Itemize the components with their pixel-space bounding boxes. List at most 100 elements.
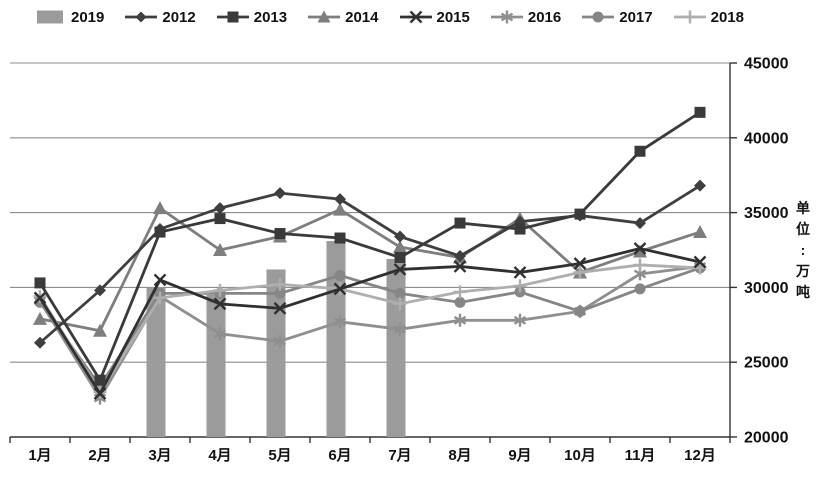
svg-text:吨: 吨 — [796, 284, 810, 300]
plus-marker — [213, 283, 227, 297]
legend-label: 2015 — [436, 8, 470, 26]
x-marker — [153, 273, 167, 287]
plus-marker — [153, 291, 167, 305]
svg-text:位: 位 — [796, 221, 810, 237]
x-marker — [93, 387, 107, 400]
asterisk-marker — [273, 334, 287, 348]
x-marker — [693, 255, 707, 269]
y-tick-label: 40000 — [744, 130, 789, 147]
triangle-marker — [333, 202, 347, 216]
x-tick-label-9: 9月 — [508, 447, 531, 464]
x-tick-label-12: 12月 — [684, 447, 716, 464]
y-tick-label: 20000 — [744, 430, 789, 447]
x-marker — [633, 242, 647, 255]
x-marker — [273, 301, 287, 315]
plus-marker — [683, 10, 697, 24]
unit-label: 单位: 万吨 — [795, 200, 810, 300]
x-marker — [393, 263, 407, 276]
triangle-marker — [633, 244, 647, 258]
legend-item-2019: 2019 — [32, 8, 104, 26]
gridlines — [10, 62, 730, 438]
triangle-marker — [693, 225, 707, 239]
asterisk-marker — [213, 327, 227, 341]
x-legend-swatch — [399, 10, 432, 24]
square-marker — [227, 11, 239, 23]
square-legend-swatch — [216, 11, 249, 23]
triangle-marker — [93, 323, 107, 337]
diamond-marker — [454, 249, 466, 262]
plus-legend-swatch — [673, 10, 706, 24]
x-marker — [333, 282, 347, 296]
square-marker — [214, 213, 226, 225]
legend-item-2018: 2018 — [672, 8, 744, 26]
square-marker — [274, 228, 286, 240]
x-tick-label-11: 11月 — [625, 447, 656, 464]
asterisk-marker — [453, 313, 467, 327]
diamond-legend-swatch — [125, 11, 158, 23]
x-tick-label-1: 1月 — [28, 447, 51, 464]
legend-item-2017: 2017 — [580, 8, 653, 26]
legend-label: 2019 — [71, 8, 105, 26]
plus-marker — [273, 277, 287, 291]
x-marker — [573, 257, 587, 270]
plus-marker — [453, 285, 467, 299]
square-marker — [694, 106, 706, 118]
legend-label: 2018 — [710, 8, 744, 26]
square-marker — [334, 232, 346, 244]
triangle-marker — [153, 201, 167, 215]
circle-marker — [592, 11, 604, 23]
axes — [9, 62, 737, 443]
bar-2019-4月 — [206, 294, 226, 437]
line-series-2018 — [33, 258, 707, 399]
square-marker — [634, 145, 646, 157]
diamond-marker — [274, 187, 286, 200]
legend-label: 2017 — [619, 8, 653, 26]
line-series-2014 — [33, 201, 707, 337]
circle-marker — [394, 287, 406, 299]
line-series-2015 — [33, 242, 707, 400]
diamond-marker — [214, 202, 226, 215]
square-marker — [154, 226, 166, 238]
y-tick-label: 30000 — [744, 280, 789, 297]
legend-item-2013: 2013 — [215, 8, 287, 26]
x-tick-label-3: 3月 — [148, 447, 171, 464]
triangle-legend-swatch — [308, 10, 341, 23]
bar-2019-5月 — [266, 269, 286, 437]
circle-legend-swatch — [582, 11, 615, 23]
x-tick-label-5: 5月 — [268, 447, 291, 464]
diamond-marker — [34, 336, 46, 349]
circle-marker — [274, 287, 286, 299]
plus-marker — [393, 297, 407, 311]
square-marker — [514, 223, 526, 235]
legend-label: 2016 — [527, 8, 562, 26]
x-marker — [213, 297, 227, 311]
y-tick-label: 45000 — [744, 56, 789, 73]
square-marker — [574, 208, 586, 220]
plus-marker — [633, 258, 647, 272]
diamond-marker — [334, 193, 346, 206]
triangle-marker — [393, 240, 407, 254]
bar-2019-7月 — [386, 258, 406, 437]
plus-marker — [513, 279, 527, 293]
square-marker — [34, 277, 46, 289]
legend-label: 2012 — [162, 8, 196, 26]
legend-item-2015: 2015 — [398, 8, 470, 26]
x-tick-label-2: 2月 — [88, 447, 111, 464]
asterisk-marker — [513, 313, 527, 327]
svg-text:单: 单 — [796, 200, 810, 216]
circle-marker — [334, 269, 346, 281]
legend-item-2016: 2016 — [489, 8, 561, 26]
circle-marker — [634, 283, 646, 295]
x-marker — [513, 266, 527, 279]
legend-item-2012: 2012 — [123, 8, 196, 26]
diamond-marker — [94, 284, 106, 297]
y-axis-labels: 45000 40000 35000 30000 25000 20000 — [744, 56, 789, 447]
x-tick-label-8: 8月 — [448, 447, 471, 464]
square-marker — [94, 374, 106, 386]
bar-marker — [37, 10, 63, 24]
triangle-marker — [33, 311, 47, 325]
x-tick-label-6: 6月 — [328, 447, 351, 464]
asterisk-legend-swatch — [490, 10, 523, 24]
